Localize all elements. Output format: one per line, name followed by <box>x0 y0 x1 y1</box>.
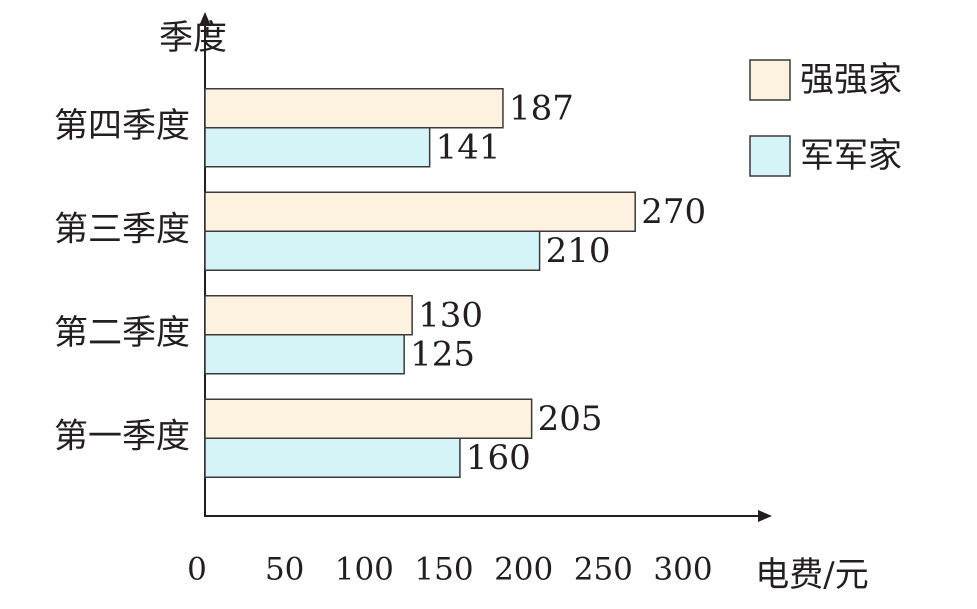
x-tick-label: 100 <box>335 552 394 588</box>
y-tick-label: 第二季度 <box>54 313 190 353</box>
value-label: 141 <box>436 127 501 167</box>
x-axis-arrow <box>758 510 772 522</box>
y-axis-label: 季度 <box>159 18 227 58</box>
bar <box>204 398 533 439</box>
bar <box>204 191 636 232</box>
x-tick-label: 50 <box>265 552 304 588</box>
bar <box>204 230 541 271</box>
x-tick-label: 150 <box>414 552 473 588</box>
x-tick-label: 0 <box>187 552 207 588</box>
value-label: 125 <box>410 334 475 374</box>
bar <box>204 295 413 336</box>
x-tick-label: 300 <box>653 552 712 588</box>
y-tick-label: 第一季度 <box>54 416 190 456</box>
value-label: 210 <box>546 231 611 271</box>
legend-swatch <box>749 59 791 101</box>
bar <box>204 334 405 375</box>
bar <box>204 127 431 168</box>
value-label: 130 <box>418 295 483 335</box>
x-axis-label: 电费/元 <box>755 555 868 595</box>
bar <box>204 437 461 478</box>
value-label: 205 <box>538 399 603 439</box>
value-label: 270 <box>641 192 706 232</box>
value-label: 160 <box>466 438 531 478</box>
legend-label: 军军家 <box>800 136 902 176</box>
x-tick-label: 200 <box>494 552 553 588</box>
value-label: 187 <box>509 88 574 128</box>
y-axis-arrow <box>199 12 211 26</box>
legend-swatch <box>749 135 791 177</box>
y-tick-label: 第四季度 <box>54 106 190 146</box>
legend-label: 强强家 <box>800 60 902 100</box>
x-tick-label: 250 <box>574 552 633 588</box>
bar <box>204 88 504 129</box>
y-tick-label: 第三季度 <box>54 209 190 249</box>
